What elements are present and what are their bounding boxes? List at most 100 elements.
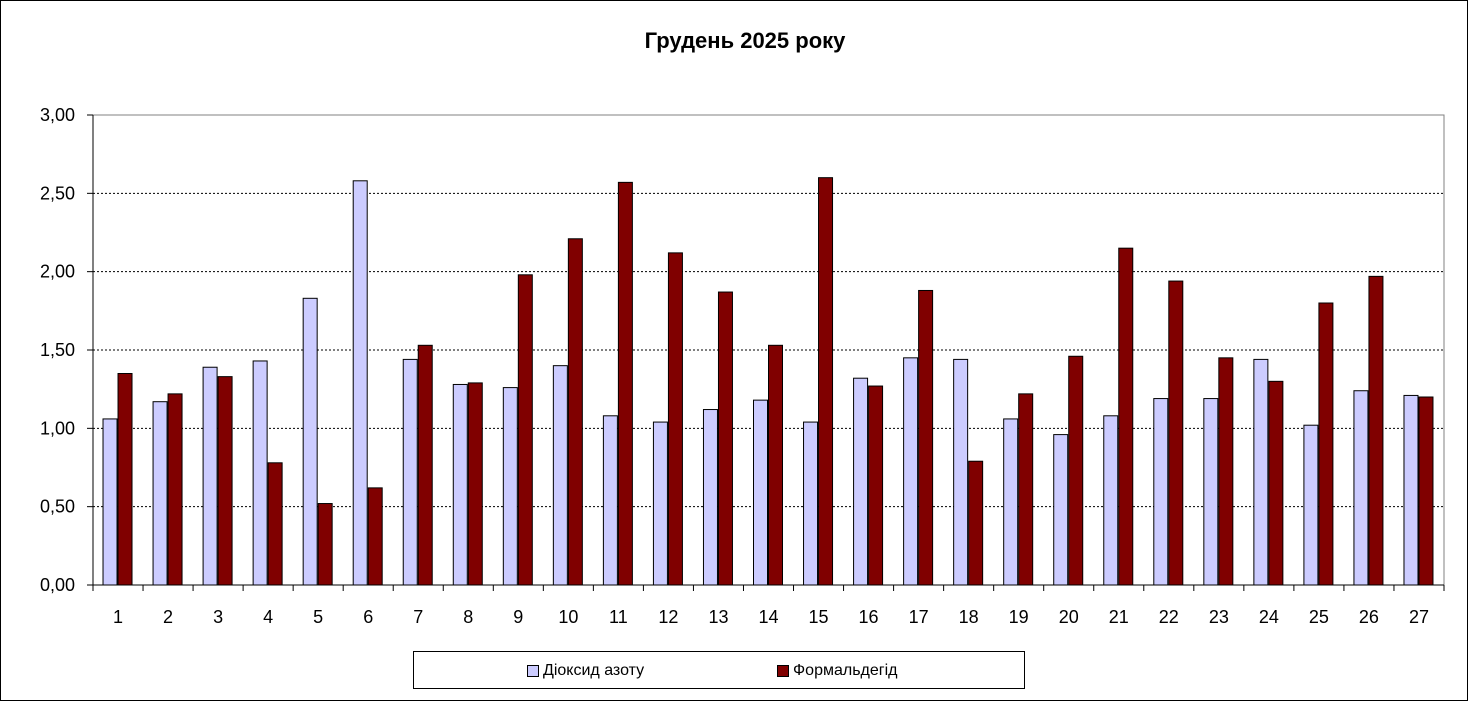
x-tick-label: 24	[1259, 607, 1279, 627]
x-tick-label: 25	[1309, 607, 1329, 627]
y-tick-label: 1,00	[40, 418, 75, 438]
bar-series-2-cat-6	[367, 487, 383, 586]
bar-series-1-cat-2	[152, 401, 168, 586]
bar-series-1-cat-26	[1353, 390, 1369, 586]
legend-swatch-series-2	[777, 665, 789, 677]
x-tick-label: 12	[658, 607, 678, 627]
bar-series-2-cat-17	[918, 289, 934, 586]
x-tick-label: 16	[859, 607, 879, 627]
x-tick-label: 23	[1209, 607, 1229, 627]
legend-label-series-2: Формальдегід	[793, 662, 898, 679]
bar-series-1-cat-4	[252, 360, 268, 586]
x-tick-label: 15	[809, 607, 829, 627]
y-tick-label: 1,50	[40, 340, 75, 360]
bar-series-2-cat-21	[1118, 247, 1134, 586]
x-tick-label: 10	[558, 607, 578, 627]
x-tick-label: 26	[1359, 607, 1379, 627]
x-tick-label: 27	[1409, 607, 1429, 627]
bar-series-2-cat-8	[467, 382, 483, 586]
bar-series-1-cat-21	[1103, 415, 1119, 586]
bar-series-2-cat-27	[1418, 396, 1434, 586]
bar-series-2-cat-2	[167, 393, 183, 586]
x-tick-label: 4	[263, 607, 273, 627]
bar-series-1-cat-22	[1153, 398, 1169, 586]
y-tick-labels: 0,00 0,50 1,00 1,50 2,00 2,50 3,00	[40, 105, 75, 595]
x-tick-label: 5	[313, 607, 323, 627]
bar-series-1-cat-15	[803, 421, 819, 586]
bar-series-2-cat-19	[1018, 393, 1034, 586]
legend: Діоксид азоту Формальдегід	[413, 651, 1025, 689]
chart-title: Грудень 2025 року	[644, 28, 846, 53]
x-tick-label: 19	[1009, 607, 1029, 627]
bar-series-1-cat-17	[903, 357, 919, 586]
bar-series-1-cat-5	[302, 297, 318, 586]
x-tick-label: 7	[413, 607, 423, 627]
bar-series-1-cat-7	[402, 358, 418, 586]
bar-series-1-cat-9	[502, 387, 518, 586]
x-tick-label: 11	[609, 607, 628, 627]
bar-series-2-cat-3	[217, 376, 233, 586]
x-tick-label: 17	[909, 607, 929, 627]
y-tick-label: 2,00	[40, 262, 75, 282]
legend-item-series-1: Діоксид азоту	[527, 661, 644, 681]
bar-series-1-cat-14	[753, 399, 768, 586]
bar-series-2-cat-11	[617, 181, 633, 586]
y-tick-label: 0,00	[40, 575, 75, 595]
bar-series-2-cat-15	[818, 177, 834, 586]
bar-series-1-cat-13	[702, 409, 718, 586]
bar-series-1-cat-23	[1203, 398, 1219, 586]
bar-series-2-cat-13	[717, 291, 733, 586]
bar-series-2-cat-25	[1318, 302, 1334, 586]
bar-series-1-cat-3	[202, 366, 218, 586]
bar-series-2-cat-7	[417, 344, 433, 586]
bars	[102, 177, 1434, 586]
legend-item-series-2: Формальдегід	[777, 661, 898, 681]
x-tick-label: 14	[758, 607, 778, 627]
y-tick-label: 3,00	[40, 105, 75, 125]
bar-series-1-cat-8	[452, 383, 468, 586]
x-tick-label: 6	[363, 607, 373, 627]
bar-series-1-cat-27	[1403, 394, 1419, 586]
bar-series-2-cat-9	[517, 274, 533, 586]
x-tick-label: 18	[959, 607, 979, 627]
y-tick-label: 0,50	[40, 497, 75, 517]
x-tick-label: 22	[1159, 607, 1179, 627]
x-tick-label: 1	[113, 607, 123, 627]
x-tick-label: 20	[1059, 607, 1079, 627]
x-tick-labels: 1 2 3 4 5 6 7 8 9 10 11 12 13 14 15 16 17 18 19 20 21 22 23 24 2…	[113, 607, 1429, 627]
legend-label-series-1: Діоксид азоту	[543, 662, 645, 679]
legend-swatch-series-1	[527, 665, 539, 677]
bar-series-1-cat-20	[1053, 434, 1069, 586]
bar-series-1-cat-16	[853, 377, 869, 586]
bar-series-1-cat-12	[652, 421, 668, 586]
bar-series-2-cat-4	[267, 462, 283, 586]
bar-series-2-cat-5	[317, 503, 333, 586]
x-tick-label: 9	[513, 607, 523, 627]
bar-series-2-cat-12	[667, 252, 683, 586]
bar-series-1-cat-18	[953, 358, 969, 586]
bar-series-1-cat-19	[1003, 418, 1019, 586]
x-tick-label: 2	[163, 607, 173, 627]
bar-series-1-cat-6	[352, 180, 368, 586]
bar-series-2-cat-10	[567, 238, 583, 586]
axes	[87, 114, 1445, 591]
bar-series-2-cat-26	[1368, 275, 1384, 586]
bar-series-2-cat-18	[968, 460, 984, 586]
bar-series-1-cat-25	[1303, 424, 1319, 586]
bar-series-2-cat-23	[1218, 357, 1234, 586]
x-tick-label: 3	[213, 607, 223, 627]
bar-series-1-cat-10	[552, 365, 568, 586]
x-tick-label: 8	[463, 607, 473, 627]
bar-series-2-cat-22	[1168, 280, 1184, 586]
bar-series-2-cat-24	[1268, 380, 1284, 586]
bar-series-2-cat-14	[768, 344, 783, 586]
bar-series-2-cat-1	[117, 373, 133, 586]
bar-series-2-cat-16	[868, 385, 884, 586]
bar-series-2-cat-20	[1068, 355, 1084, 586]
x-tick-label: 21	[1109, 607, 1129, 627]
bar-series-1-cat-11	[602, 415, 618, 586]
x-tick-label: 13	[708, 607, 728, 627]
bar-series-1-cat-1	[102, 418, 118, 586]
bar-series-1-cat-24	[1253, 358, 1269, 586]
